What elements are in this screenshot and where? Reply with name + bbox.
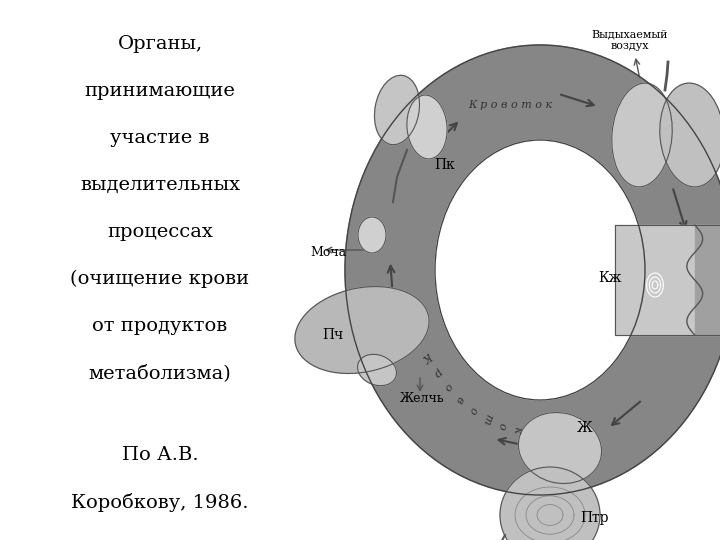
Text: Ж: Ж: [577, 421, 593, 435]
Text: К: К: [422, 349, 435, 363]
Text: о: о: [496, 421, 508, 430]
Text: Желчь: Желчь: [400, 392, 444, 404]
Ellipse shape: [407, 95, 447, 159]
Text: т: т: [480, 412, 493, 426]
Ellipse shape: [435, 140, 645, 400]
Ellipse shape: [374, 75, 420, 145]
Text: о: о: [442, 381, 454, 392]
Text: Пч: Пч: [322, 328, 343, 342]
Ellipse shape: [295, 287, 429, 374]
Text: участие в: участие в: [110, 129, 210, 147]
Text: выделительных: выделительных: [80, 176, 240, 194]
Text: К р о в о т о к: К р о в о т о к: [468, 100, 552, 110]
Text: (очищение крови: (очищение крови: [71, 270, 250, 288]
Text: Коробкову, 1986.: Коробкову, 1986.: [71, 493, 248, 512]
Text: от продуктов: от продуктов: [92, 317, 228, 335]
Ellipse shape: [660, 83, 720, 187]
Text: в: в: [454, 394, 466, 404]
Text: Кж: Кж: [598, 271, 621, 285]
Ellipse shape: [358, 217, 386, 253]
Ellipse shape: [345, 45, 720, 495]
Text: метаболизма): метаболизма): [89, 364, 231, 382]
Text: Пк: Пк: [435, 158, 455, 172]
Ellipse shape: [500, 467, 600, 540]
Bar: [615, 225, 720, 335]
Text: Птр: Птр: [581, 511, 609, 525]
Text: Органы,: Органы,: [117, 35, 202, 53]
Ellipse shape: [612, 83, 672, 187]
Ellipse shape: [518, 413, 602, 483]
Ellipse shape: [358, 354, 397, 386]
Text: к: к: [512, 426, 523, 434]
Text: Выдыхаемый
воздух: Выдыхаемый воздух: [592, 29, 668, 51]
Text: о: о: [467, 404, 479, 415]
Text: По А.В.: По А.В.: [122, 446, 198, 464]
Text: р: р: [431, 366, 444, 378]
Bar: [695, 225, 720, 335]
Text: принимающие: принимающие: [84, 82, 235, 100]
Text: процессах: процессах: [107, 223, 213, 241]
Bar: [615, 225, 720, 335]
Text: Моча: Моча: [310, 246, 346, 259]
